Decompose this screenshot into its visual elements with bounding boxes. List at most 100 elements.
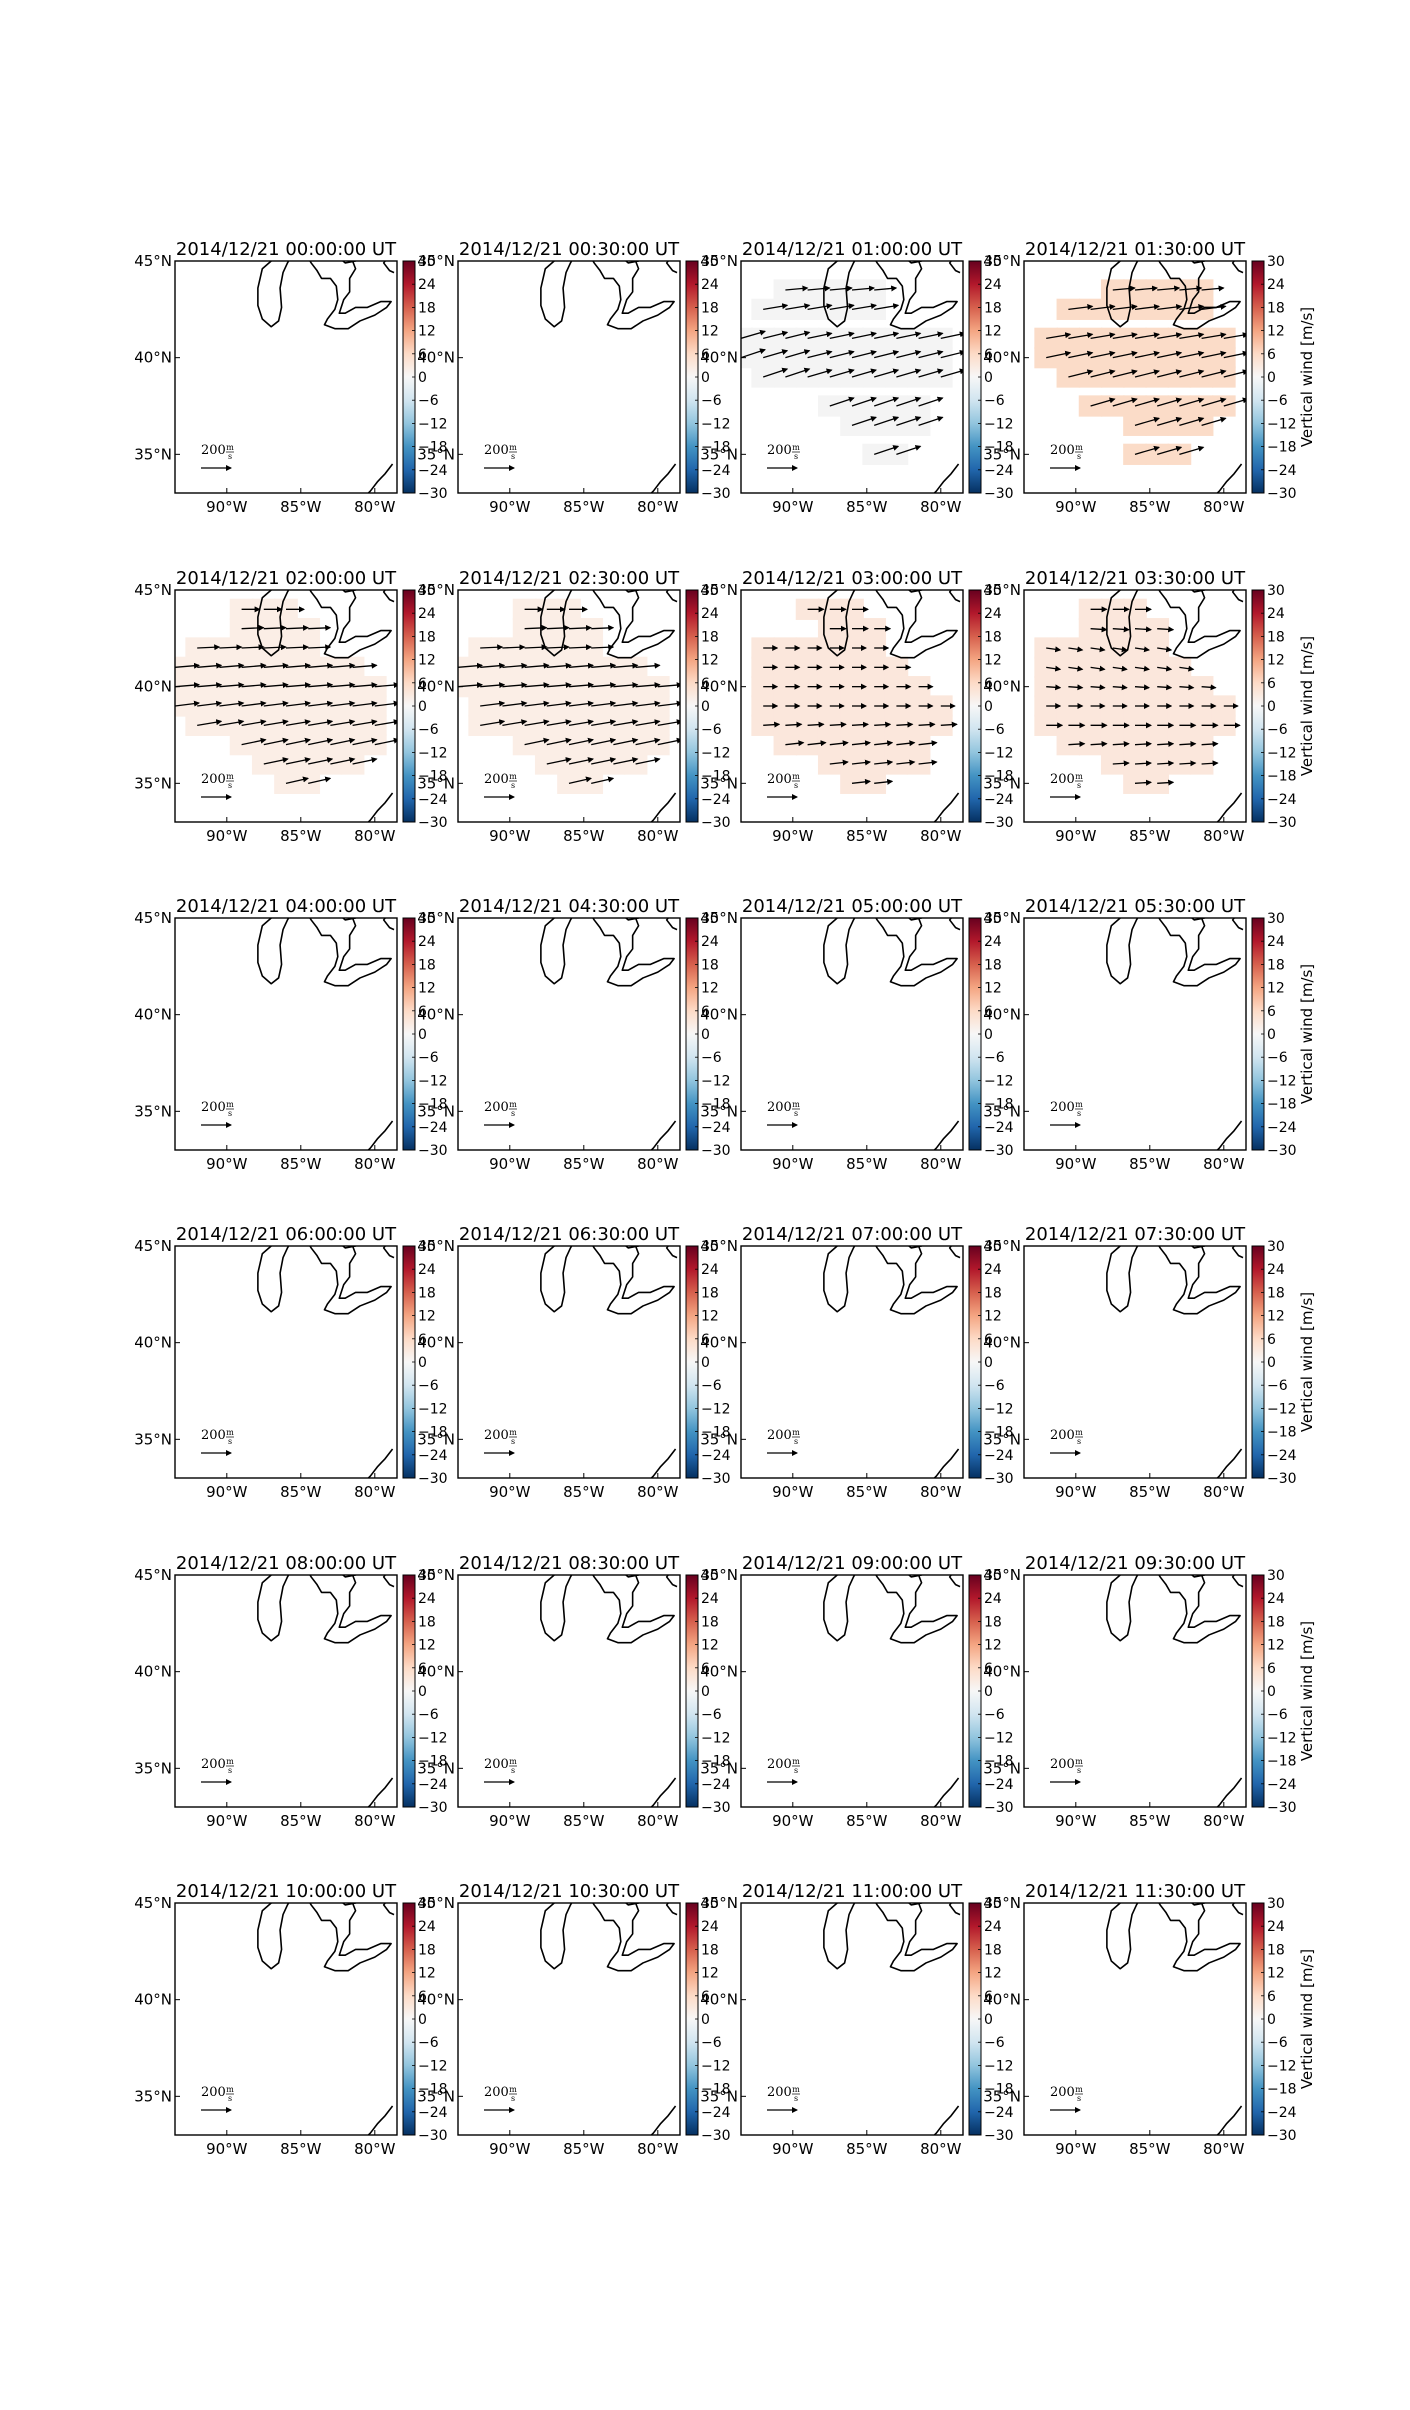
wind-vector [1090, 740, 1108, 747]
wind-cell [862, 637, 887, 659]
lat-tick-label: 40°N [700, 1663, 738, 1681]
map-area [1106, 1575, 1244, 1807]
colorbar-tick-label: −18 [418, 1754, 448, 1770]
colorbar-tick-label: −12 [418, 1073, 448, 1089]
panel: 200 ms 2014/12/21 00:30:00 UT 90°W 85°W 80°W 3… [417, 239, 730, 516]
wind-vector [197, 700, 223, 707]
lon-tick-label: 85°W [846, 1812, 888, 1830]
colorbar-tick-label: 0 [418, 1684, 427, 1700]
wind-vector [352, 700, 378, 707]
panel: 200 ms 2014/12/21 10:00:00 UT 90°W 85°W 80°W 3… [134, 1881, 447, 2158]
wind-vector [657, 719, 680, 726]
wind-vector [657, 682, 680, 689]
colorbar-tick-label: 18 [418, 1285, 436, 1301]
lat-tick-label: 45°N [700, 1237, 738, 1255]
reference-arrow-unit-num: m [509, 772, 517, 781]
wind-vector [896, 331, 922, 339]
colorbar-tick-label: 24 [418, 1262, 436, 1278]
map-area [1106, 1246, 1244, 1478]
coastline [1106, 1575, 1139, 1642]
wind-cell [795, 714, 820, 736]
lon-tick-label: 90°W [772, 1155, 814, 1173]
wind-vector [546, 737, 572, 746]
wind-cell [862, 695, 887, 717]
wind-cell [557, 656, 581, 678]
wind-vector [308, 776, 332, 784]
coastline [382, 918, 395, 931]
colorbar-tick-label: −30 [1267, 815, 1297, 831]
coastline [823, 261, 856, 328]
wind-vector [219, 662, 245, 669]
lon-tick-label: 80°W [920, 827, 962, 845]
wind-vector [1157, 285, 1181, 292]
colorbar-label: Vertical wind [m/s] [1298, 307, 1316, 447]
lat-tick-label: 40°N [417, 1006, 455, 1024]
wind-vector [1201, 332, 1227, 339]
coastline [1158, 1246, 1241, 1315]
colorbar-tick-label: 6 [1267, 676, 1276, 692]
colorbar-tick-label: 12 [701, 981, 719, 997]
wind-vector [285, 757, 311, 765]
colorbar-tick-label: −30 [1267, 1471, 1297, 1487]
axes-frame [174, 1245, 398, 1479]
wind-vector [1090, 646, 1106, 653]
colorbar-tick-label: −24 [418, 792, 448, 808]
wind-vector [1090, 369, 1116, 378]
wind-cell [906, 714, 931, 736]
lat-tick-label: 35°N [134, 2087, 172, 2105]
colorbar-tick-label: 30 [701, 1896, 719, 1912]
panel: 200 ms 2014/12/21 01:30:00 UT 90°W 85°W 80°W 3… [983, 239, 1316, 516]
coastline [933, 1448, 960, 1478]
colorbar-tick-label: 18 [418, 629, 436, 645]
axes-frame [1023, 1574, 1247, 1808]
colorbar-tick-label: 0 [1267, 1027, 1276, 1043]
wind-cell [1145, 618, 1170, 640]
colorbar-tick-label: 30 [984, 1896, 1002, 1912]
reference-arrow-label: 200 [484, 443, 509, 458]
wind-vector [851, 285, 875, 292]
lon-tick-label: 80°W [920, 1483, 962, 1501]
coastline [823, 1246, 856, 1313]
wind-vector [591, 757, 617, 765]
colorbar-tick-label: 0 [1267, 699, 1276, 715]
axes-frame [740, 917, 964, 1151]
lat-tick-label: 45°N [700, 1566, 738, 1584]
wind-vector [352, 757, 378, 765]
wind-vector [1179, 416, 1205, 426]
colorbar-tick-label: 6 [1267, 1989, 1276, 2005]
coastline [309, 1575, 392, 1644]
wind-cell [751, 298, 776, 320]
reference-arrow-unit-den: s [228, 2094, 232, 2103]
axes-frame [740, 1245, 964, 1479]
wind-vector [613, 682, 639, 689]
reference-arrow-unit-num: m [509, 2085, 517, 2094]
reference-arrow-unit-den: s [1077, 2094, 1081, 2103]
lon-tick-label: 85°W [563, 498, 605, 516]
wind-vector [263, 700, 289, 707]
colorbar-tick-label: −18 [1267, 440, 1297, 456]
lon-tick-label: 80°W [637, 1812, 679, 1830]
wind-vector [1046, 665, 1062, 672]
reference-arrow-unit-num: m [792, 1428, 800, 1437]
coastline [665, 918, 678, 931]
wind-vector [591, 662, 617, 669]
colorbar-tick-label: −18 [418, 440, 448, 456]
coastline [948, 1575, 961, 1588]
colorbar-tick-label: −30 [984, 1800, 1014, 1816]
reference-arrow-unit-den: s [1077, 1109, 1081, 1118]
colorbar-tick-label: 12 [1267, 1309, 1285, 1325]
wind-vector [352, 682, 378, 689]
coastline [907, 590, 923, 593]
wind-vector [1090, 303, 1116, 310]
colorbar-tick-label: 0 [984, 370, 993, 386]
colorbar-tick-label: −12 [701, 1730, 731, 1746]
colorbar-tick-label: −18 [418, 1097, 448, 1113]
lat-tick-label: 40°N [700, 1006, 738, 1024]
wind-vector [374, 682, 397, 689]
wind-vector [480, 700, 506, 707]
coastline [341, 590, 357, 593]
wind-vector [873, 416, 900, 426]
panel: 200 ms 2014/12/21 06:30:00 UT 90°W 85°W 80°W 3… [417, 1224, 730, 1501]
reference-arrow-unit-num: m [792, 443, 800, 452]
coastline [875, 261, 958, 330]
